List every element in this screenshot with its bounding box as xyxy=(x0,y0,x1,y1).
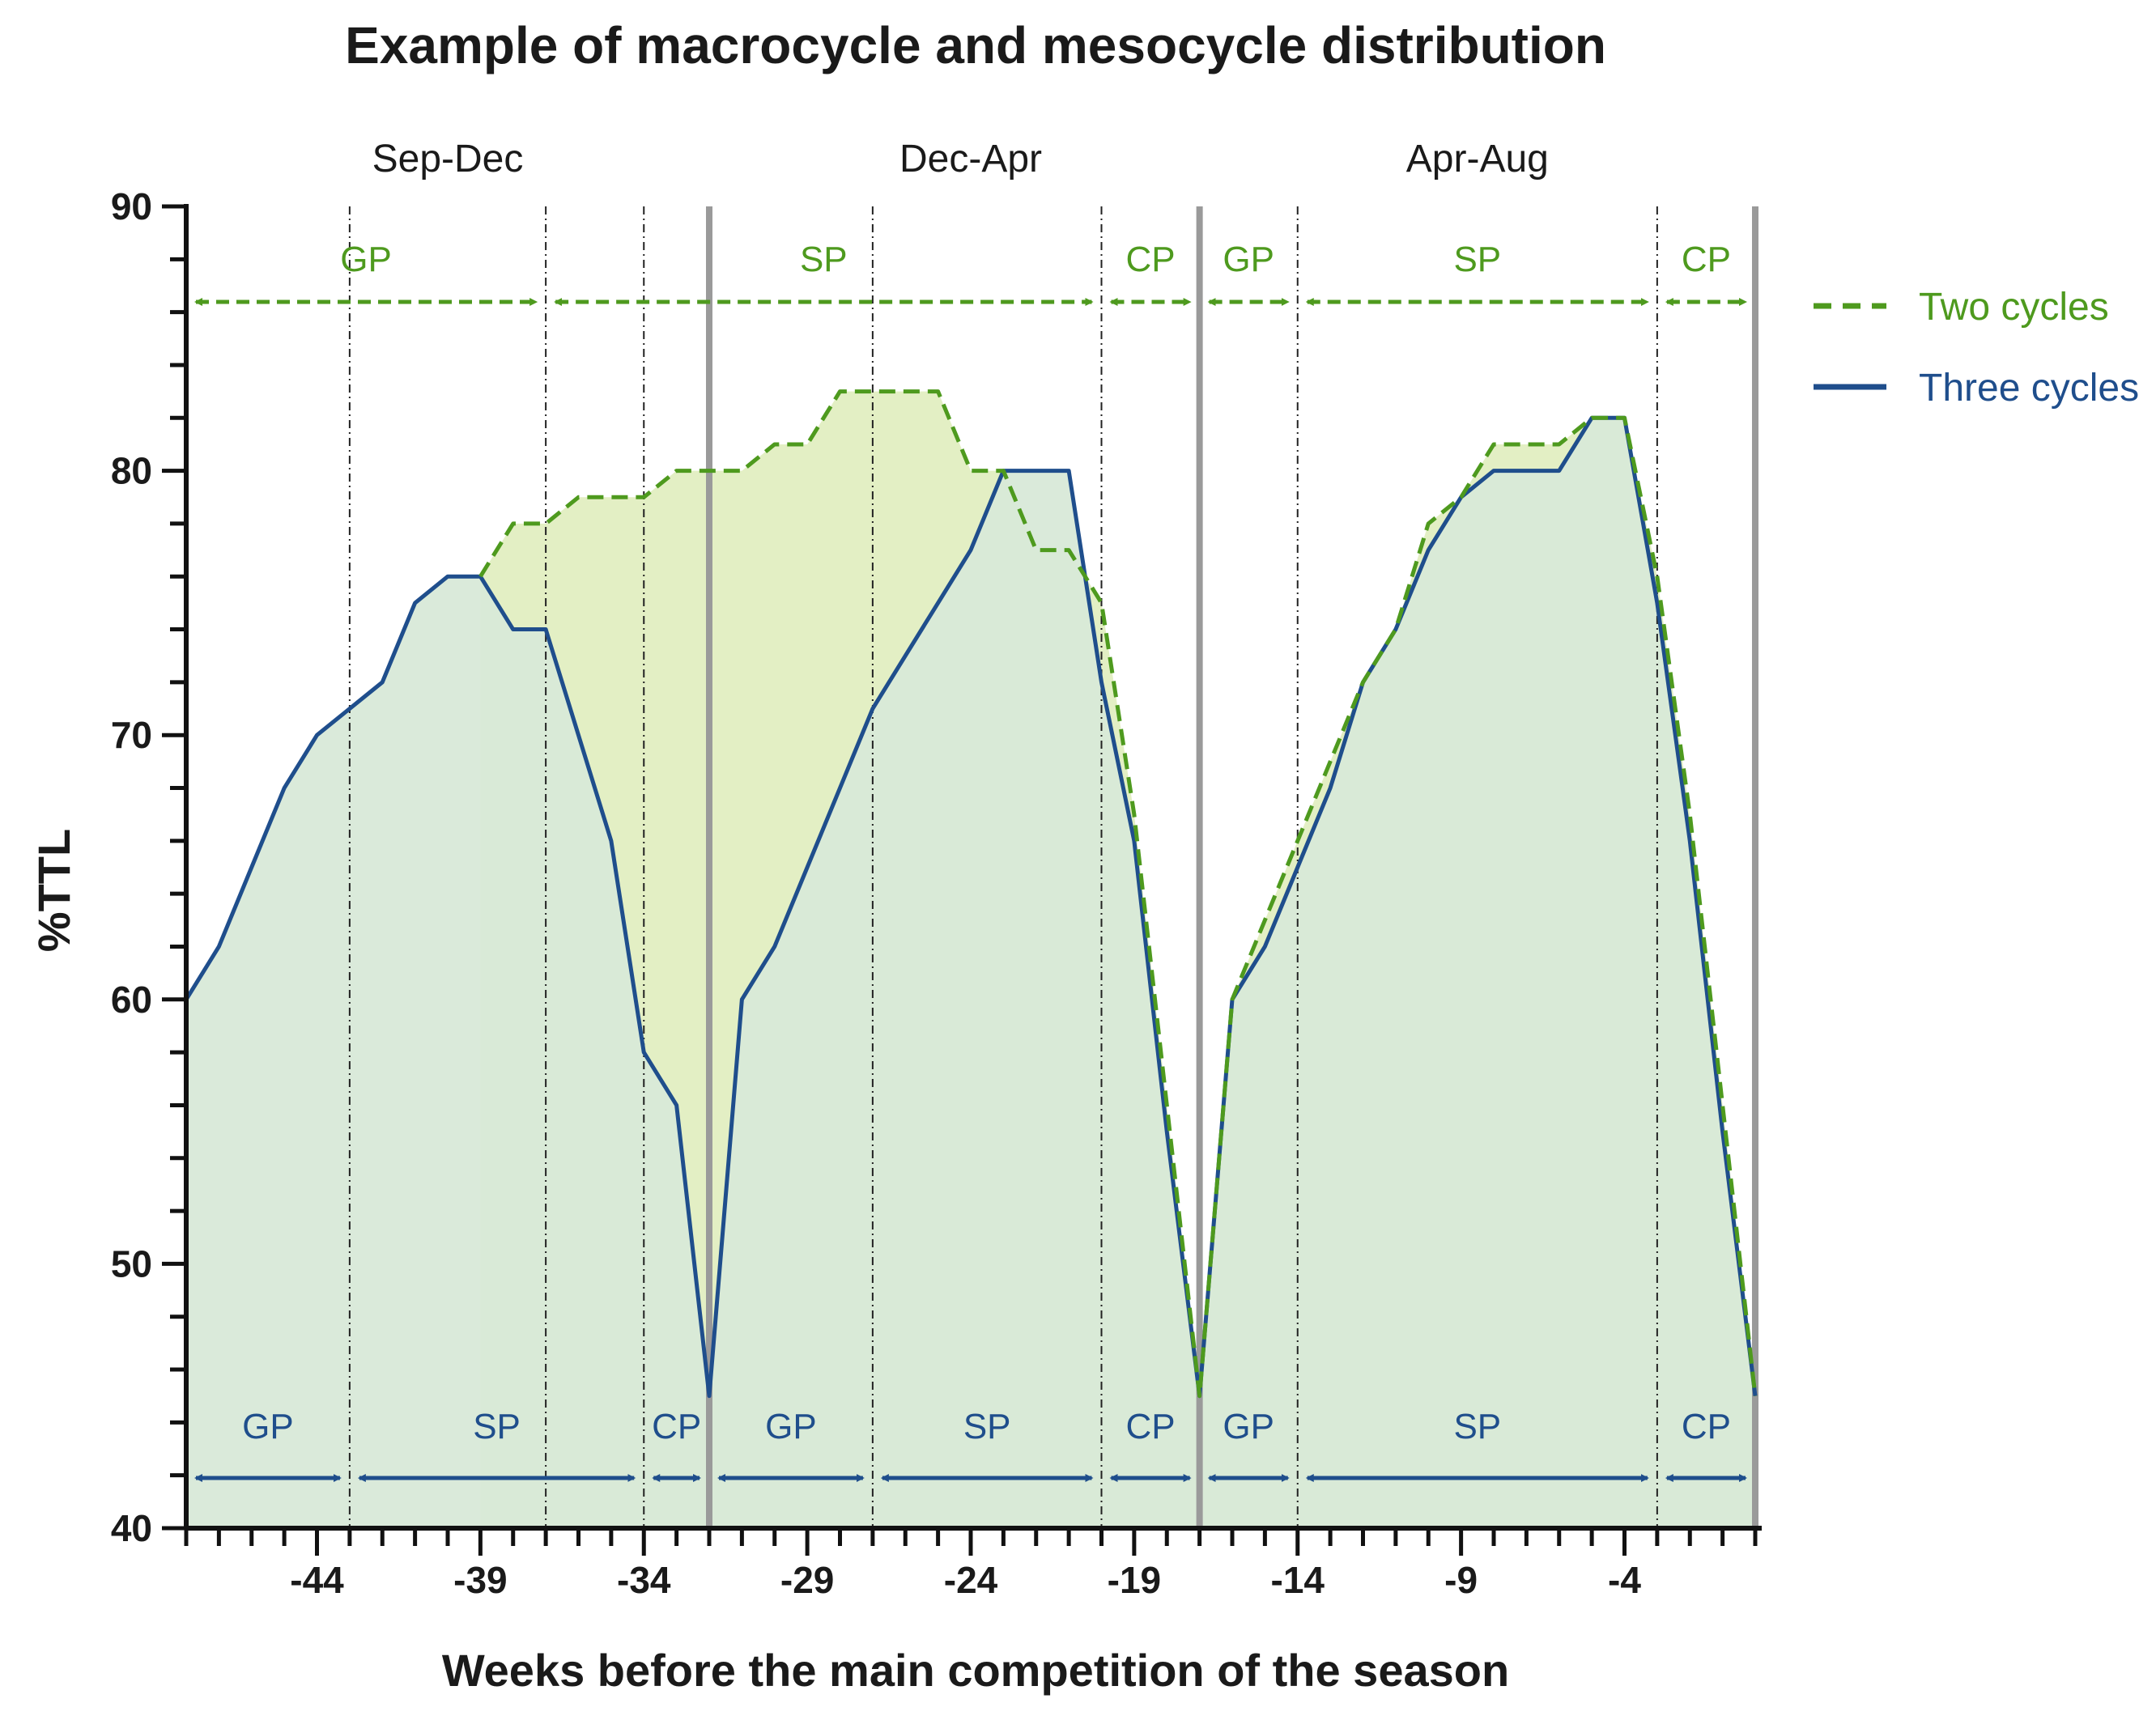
chart-title: Example of macrocycle and mesocycle dist… xyxy=(345,16,1606,74)
season-label: Sep-Dec xyxy=(372,138,524,180)
three-cycles-phase-label: GP xyxy=(1223,1407,1274,1446)
three-cycles-phase-label: SP xyxy=(1453,1407,1501,1446)
three-cycles-phase-label: SP xyxy=(473,1407,521,1446)
y-tick-label: 60 xyxy=(111,979,152,1021)
y-tick-label: 70 xyxy=(111,714,152,756)
area-fills xyxy=(186,391,1755,1528)
x-tick-label: -4 xyxy=(1608,1559,1641,1601)
three-cycles-phase-label: GP xyxy=(765,1407,817,1446)
season-label: Apr-Aug xyxy=(1406,138,1549,180)
legend: Two cycles Three cycles xyxy=(1814,286,2139,410)
two-cycles-line xyxy=(478,389,1758,1399)
y-tick-label: 40 xyxy=(111,1507,152,1549)
three-cycles-phase-label: SP xyxy=(963,1407,1011,1446)
x-tick-label: -14 xyxy=(1271,1559,1325,1601)
x-tick-label: -9 xyxy=(1444,1559,1478,1601)
y-axis-title: %TTL xyxy=(28,829,79,952)
y-tick-label: 50 xyxy=(111,1242,152,1285)
two-cycles-phase-label: CP xyxy=(1682,240,1731,279)
x-tick-label: -24 xyxy=(944,1559,998,1601)
three-cycles-phase-label: CP xyxy=(652,1407,701,1446)
two-cycles-phase-label: GP xyxy=(340,240,392,279)
two-cycles-phase-label: SP xyxy=(1453,240,1501,279)
two-cycles-phase-label: CP xyxy=(1126,240,1176,279)
two-cycles-phase-arrows: GP SP CP GP SP CP xyxy=(194,240,1747,306)
x-tick-label: -34 xyxy=(617,1559,671,1601)
x-tick-label: -44 xyxy=(290,1559,344,1601)
x-tick-label: -29 xyxy=(780,1559,834,1601)
season-label: Dec-Apr xyxy=(899,138,1042,180)
y-tick-label: 90 xyxy=(111,185,152,227)
two-cycles-phase-label: GP xyxy=(1223,240,1274,279)
three-cycles-phase-arrows: GP SP CP GP SP CP GP SP CP xyxy=(194,1407,1747,1482)
legend-three-cycles-label: Three cycles xyxy=(1919,367,2139,410)
x-tick-label: -19 xyxy=(1108,1559,1161,1601)
three-cycles-phase-label: CP xyxy=(1126,1407,1176,1446)
axes: 40 50 60 70 80 90 -44 -39 -34 -29 -24 -19 -14 -9 -4 xyxy=(111,185,1762,1601)
x-axis-title: Weeks before the main competition of the… xyxy=(442,1645,1509,1696)
y-tick-label: 80 xyxy=(111,450,152,492)
three-cycles-phase-label: CP xyxy=(1682,1407,1731,1446)
three-cycles-area xyxy=(186,418,1755,1528)
season-labels: Sep-Dec Dec-Apr Apr-Aug xyxy=(372,138,1549,180)
x-tick-label: -39 xyxy=(453,1559,507,1601)
legend-two-cycles-label: Two cycles xyxy=(1919,286,2109,329)
three-cycles-line xyxy=(184,415,1758,1399)
three-cycles-phase-label: GP xyxy=(242,1407,294,1446)
series-lines xyxy=(184,389,1758,1399)
two-cycles-phase-label: SP xyxy=(800,240,848,279)
